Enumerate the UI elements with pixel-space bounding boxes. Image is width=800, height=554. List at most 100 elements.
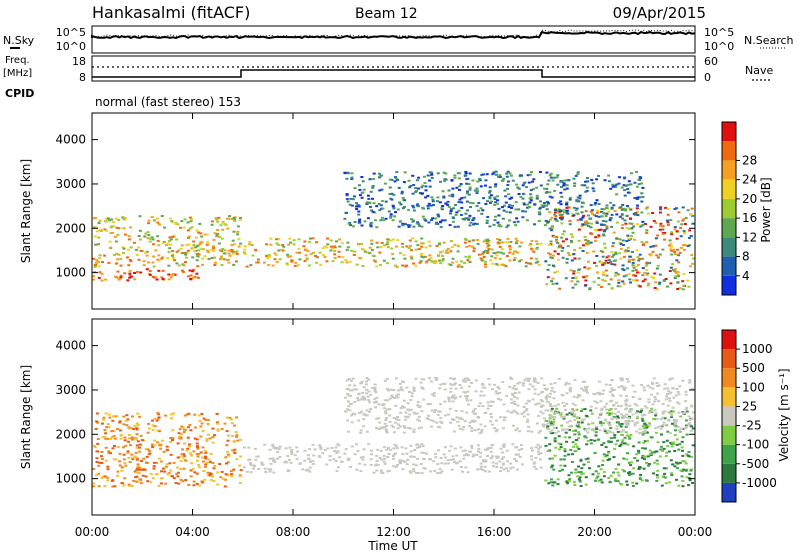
heatmap-cell: [112, 435, 116, 438]
heatmap-cell: [684, 400, 688, 403]
heatmap-cell: [518, 245, 522, 248]
heatmap-cell: [404, 411, 408, 414]
heatmap-cell: [605, 227, 609, 230]
heatmap-cell: [553, 412, 557, 415]
heatmap-cell: [544, 479, 548, 482]
heatmap-cell: [487, 241, 491, 243]
heatmap-cell: [268, 255, 271, 258]
heatmap-cell: [466, 395, 470, 398]
heatmap-cell: [621, 439, 625, 442]
heatmap-cell: [486, 216, 490, 218]
heatmap-cell: [677, 275, 681, 278]
heatmap-cell: [551, 264, 555, 267]
heatmap-cell: [610, 206, 614, 209]
heatmap-cell: [587, 427, 591, 430]
heatmap-cell: [398, 382, 402, 385]
heatmap-cell: [634, 453, 638, 456]
heatmap-cell: [353, 413, 357, 416]
heatmap-cell: [281, 249, 285, 252]
heatmap-cell: [363, 250, 367, 253]
heatmap-cell: [502, 427, 505, 430]
heatmap-cell: [104, 437, 108, 440]
heatmap-cell: [555, 282, 559, 285]
heatmap-cell: [157, 416, 161, 419]
heatmap-cell: [166, 242, 170, 245]
heatmap-cell: [621, 280, 625, 283]
heatmap-cell: [122, 423, 126, 426]
heatmap-cell: [549, 423, 553, 425]
heatmap-cell: [646, 212, 650, 215]
heatmap-cell: [360, 380, 364, 383]
heatmap-cell: [611, 183, 615, 186]
heatmap-cell: [169, 238, 173, 241]
nave-tick-top: 60: [704, 55, 718, 68]
heatmap-cell: [561, 233, 565, 236]
heatmap-cell: [421, 206, 425, 209]
heatmap-cell: [602, 208, 606, 211]
heatmap-cell: [384, 200, 388, 203]
heatmap-cell: [389, 215, 393, 218]
heatmap-cell: [499, 398, 503, 401]
heatmap-cell: [442, 171, 446, 174]
heatmap-cell: [225, 416, 229, 419]
heatmap-cell: [608, 481, 612, 484]
heatmap-cell: [362, 418, 366, 421]
heatmap-cell: [468, 450, 472, 453]
heatmap-cell: [563, 179, 566, 182]
y-tick-label: 4000: [55, 339, 86, 353]
heatmap-cell: [651, 212, 655, 214]
heatmap-cell: [629, 208, 633, 211]
heatmap-cell: [617, 279, 621, 282]
heatmap-cell: [627, 420, 631, 423]
heatmap-cell: [131, 456, 135, 459]
heatmap-cell: [623, 388, 626, 391]
heatmap-cell: [673, 434, 677, 437]
heatmap-cell: [200, 257, 204, 260]
heatmap-cell: [286, 255, 290, 258]
heatmap-cell: [112, 415, 116, 418]
heatmap-cell: [661, 410, 665, 413]
heatmap-cell: [453, 382, 457, 385]
heatmap-cell: [660, 425, 664, 428]
heatmap-cell: [267, 468, 271, 471]
heatmap-cell: [223, 249, 227, 252]
heatmap-cell: [364, 383, 368, 386]
heatmap-cell: [476, 468, 480, 471]
heatmap-cell: [674, 275, 678, 278]
heatmap-cell: [172, 477, 176, 480]
heatmap-cell: [645, 426, 649, 429]
heatmap-cell: [635, 482, 639, 485]
heatmap-cell: [462, 391, 466, 394]
heatmap-cell: [216, 428, 220, 431]
heatmap-cell: [565, 261, 569, 264]
heatmap-cell: [481, 382, 484, 385]
heatmap-cell: [601, 278, 605, 281]
heatmap-cell: [178, 437, 182, 439]
heatmap-cell: [378, 175, 382, 178]
heatmap-cell: [494, 201, 498, 204]
heatmap-cell: [115, 415, 119, 418]
heatmap-cell: [512, 259, 516, 261]
heatmap-cell: [645, 231, 649, 234]
heatmap-cell: [104, 446, 108, 449]
heatmap-cell: [111, 447, 115, 450]
heatmap-cell: [226, 227, 230, 230]
heatmap-cell: [588, 217, 592, 220]
heatmap-cell: [420, 225, 424, 228]
heatmap-cell: [635, 249, 639, 252]
heatmap-cell: [548, 430, 552, 433]
heatmap-cell: [521, 216, 525, 219]
heatmap-cell: [470, 382, 474, 384]
heatmap-cell: [231, 239, 235, 242]
heatmap-cell: [597, 215, 601, 218]
heatmap-cell: [298, 251, 301, 254]
heatmap-cell: [394, 445, 398, 448]
colorbar-tick-label: 500: [742, 361, 765, 375]
heatmap-cell: [691, 262, 695, 265]
beam-title: Beam 12: [355, 6, 418, 22]
heatmap-cell: [454, 396, 458, 399]
heatmap-cell: [624, 184, 628, 187]
heatmap-cell: [529, 243, 532, 246]
heatmap-cell: [593, 214, 596, 217]
heatmap-cell: [388, 186, 392, 189]
